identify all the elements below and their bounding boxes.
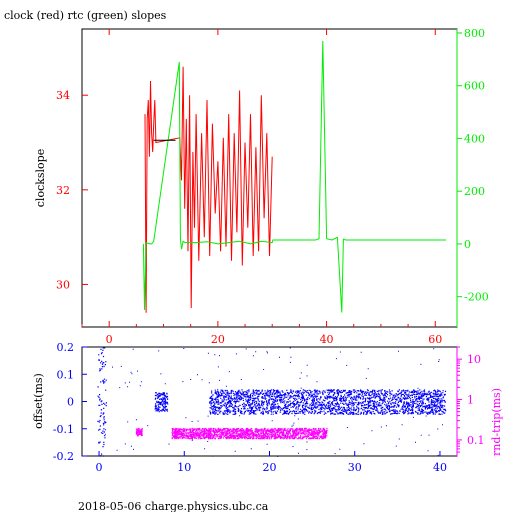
bottom-x-tick-label: 0 [96,461,103,474]
top-x-tick-label: 20 [211,333,225,346]
bottom-y-tick-label: 0.2 [57,341,75,354]
bottom-series-rnd-trip-points [171,427,328,440]
bottom-chart-ylabel: offset(ms) [32,373,45,429]
bottom-series-offset-points [209,389,447,415]
bottom-y-tick-label: 0.1 [57,368,75,381]
top-y2-tick-label: 800 [464,27,485,40]
top-chart-axes: 0 20 40 60 30 32 34 -200 0 200 400 600 800 [56,27,489,346]
bottom-x-tick-label: 10 [177,461,191,474]
top-y2-tick-label: 0 [464,238,471,251]
top-chart-title: clock (red) rtc (green) slopes [4,9,167,22]
bottom-y2-tick-label: 1 [467,394,474,407]
top-series-clock [144,66,273,313]
bottom-y-tick-label: -0.1 [53,423,74,436]
top-y2-tick-label: 400 [464,132,485,145]
bottom-chart-y2label: rnd-trip(ms) [490,388,503,456]
top-chart-series [142,40,447,313]
bottom-chart-axes: 0 10 20 30 40 -0.2 -0.1 0 0.1 0.2 0.1 1 10 [53,341,485,474]
bottom-x-tick-label: 30 [348,461,362,474]
bottom-x-tick-label: 20 [263,461,277,474]
footer-text: 2018-05-06 charge.physics.ubc.ca [78,500,269,512]
top-chart-ylabel: clockslope [34,149,47,207]
bottom-x-tick-label: 40 [433,461,447,474]
top-x-tick-label: 40 [320,333,334,346]
bottom-series-offset-points [154,392,169,413]
top-chart: 0 20 40 60 30 32 34 -200 0 200 400 600 800 clockslop… [34,27,489,346]
bottom-series-rnd-trip-points [135,427,143,437]
top-y2-tick-label: 200 [464,185,485,198]
top-y-tick-label: 30 [56,278,70,291]
top-y-tick-label: 34 [56,89,70,102]
top-series-rtc [142,40,447,313]
top-x-tick-label: 0 [106,333,113,346]
top-y-tick-label: 32 [56,184,70,197]
top-y2-tick-label: -200 [464,291,489,304]
bottom-y2-tick-label: 0.1 [467,434,485,447]
bottom-y2-tick-label: 10 [467,353,481,366]
bottom-series-offset-points [97,347,107,457]
bottom-chart-series [97,347,447,457]
top-x-tick-label: 60 [428,333,442,346]
top-y2-tick-label: 600 [464,80,485,93]
bottom-y-tick-label: -0.2 [53,450,74,463]
top-chart-frame [81,28,458,328]
bottom-chart: 0 10 20 30 40 -0.2 -0.1 0 0.1 0.2 0.1 1 10 offset(ms… [32,341,503,474]
bottom-y-tick-label: 0 [67,396,74,409]
